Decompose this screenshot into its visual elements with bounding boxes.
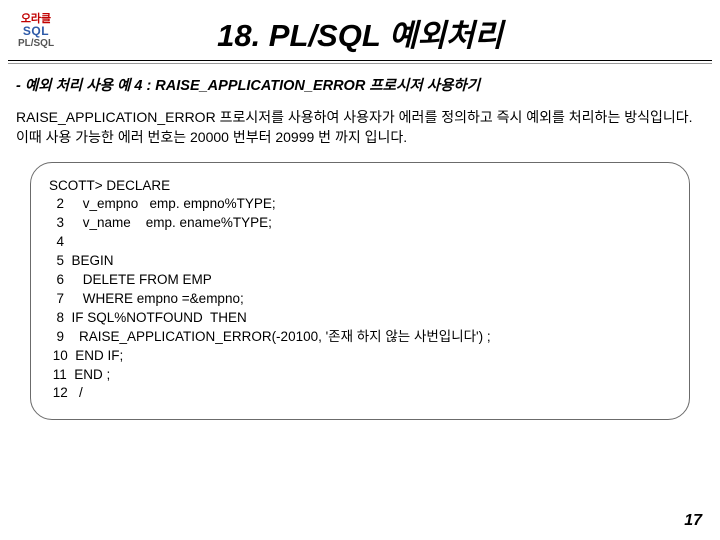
logo-text-bot: PL/SQL	[18, 38, 54, 49]
oracle-sql-logo: 오라클 SQL PL/SQL	[8, 5, 64, 57]
slide-header: 오라클 SQL PL/SQL 18. PL/SQL 예외처리	[0, 0, 720, 60]
page-title: 18. PL/SQL 예외처리	[64, 10, 712, 55]
divider-bottom	[8, 63, 712, 64]
section-subtitle: - 예외 처리 사용 예 4 : RAISE_APPLICATION_ERROR…	[16, 74, 704, 95]
code-box: SCOTT> DECLARE 2 v_empno emp. empno%TYPE…	[30, 162, 690, 421]
logo-text-mid: SQL	[23, 25, 49, 38]
page-number: 17	[684, 512, 702, 530]
divider-top	[8, 60, 712, 61]
content-section: - 예외 처리 사용 예 4 : RAISE_APPLICATION_ERROR…	[0, 74, 720, 420]
code-listing: SCOTT> DECLARE 2 v_empno emp. empno%TYPE…	[49, 177, 671, 404]
section-description: RAISE_APPLICATION_ERROR 프로시저를 사용하여 사용자가 …	[16, 107, 704, 148]
